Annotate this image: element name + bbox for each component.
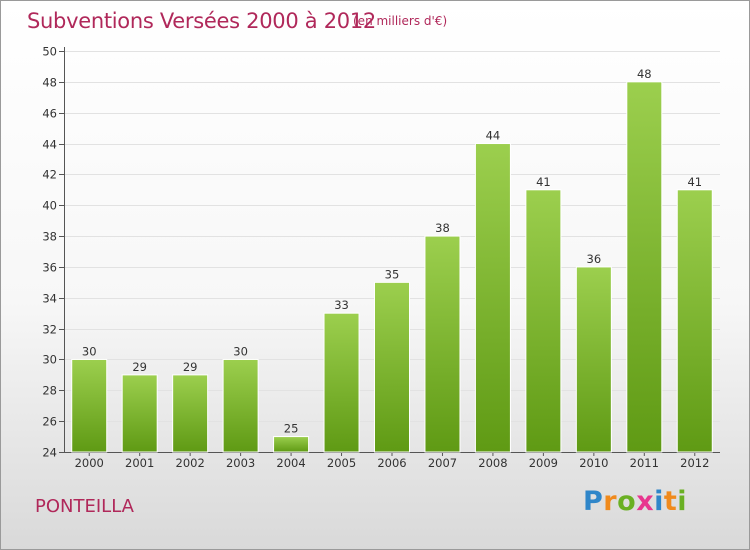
x-tick-label-2009: 2009 (529, 456, 558, 470)
chart-title: Subventions Versées 2000 à 2012 (27, 9, 376, 33)
x-tick-label-2008: 2008 (478, 456, 507, 470)
bar-2012 (676, 189, 713, 453)
value-label-2001: 29 (132, 360, 147, 374)
y-tick-label: 48 (42, 76, 57, 90)
logo-letter: r (603, 486, 618, 517)
logo-letter: x (636, 486, 655, 517)
value-label-2011: 48 (637, 67, 652, 81)
bar-2002 (172, 374, 209, 453)
y-tick-label: 36 (42, 261, 57, 275)
x-tick-label-2002: 2002 (176, 456, 205, 470)
y-tick-label: 26 (42, 415, 57, 429)
y-tick-label: 46 (42, 107, 57, 121)
value-label-2007: 38 (435, 221, 450, 235)
bar-2009 (525, 189, 562, 453)
value-label-2010: 36 (587, 252, 602, 266)
x-tick-label-2005: 2005 (327, 456, 356, 470)
chart-subtitle: (en milliers d'€) (353, 14, 448, 28)
y-tick-label: 50 (42, 45, 57, 59)
commune-name: PONTEILLA (35, 496, 134, 517)
bar-2006 (374, 281, 410, 453)
labels: 24 26 28 30 32 34 36 38 40 42 44 46 48 50 30 2000 29 2001… (42, 45, 709, 471)
y-tick-label: 38 (42, 230, 57, 244)
value-label-2008: 44 (486, 129, 501, 143)
x-tick-label-2010: 2010 (579, 456, 608, 470)
value-label-2000: 30 (82, 344, 97, 358)
value-label-2003: 30 (233, 344, 248, 358)
bar-2011 (626, 81, 663, 453)
bar-2010 (575, 266, 612, 453)
bar-2005 (323, 312, 360, 453)
y-tick-label: 28 (42, 384, 57, 398)
x-tick-label-2000: 2000 (75, 456, 104, 470)
y-tick-label: 30 (42, 353, 57, 367)
y-tick-label: 40 (42, 199, 57, 213)
proxiti-logo: Proxiti (583, 486, 687, 517)
value-label-2012: 41 (687, 175, 702, 189)
x-tick-label-2006: 2006 (377, 456, 406, 470)
logo-letter: o (617, 486, 637, 517)
y-tick-label: 42 (42, 168, 57, 182)
y-tick-label: 34 (42, 292, 57, 306)
x-tick-label-2001: 2001 (125, 456, 154, 470)
bar-2008 (474, 143, 511, 453)
x-tick-label-2012: 2012 (680, 456, 709, 470)
value-label-2004: 25 (284, 422, 299, 436)
y-tick-label: 44 (42, 138, 57, 152)
value-label-2002: 29 (183, 360, 198, 374)
logo-letter: i (654, 486, 664, 517)
x-tick-label-2004: 2004 (276, 456, 305, 470)
logo-letter: i (677, 486, 688, 517)
x-tick-label-2007: 2007 (428, 456, 457, 470)
y-tick-label: 32 (42, 323, 57, 337)
value-label-2006: 35 (385, 267, 400, 281)
x-tick-label-2011: 2011 (630, 456, 659, 470)
bar-2007 (424, 235, 461, 453)
bar-2000 (71, 358, 108, 453)
bar-2004 (273, 436, 310, 453)
bars (71, 81, 713, 453)
x-tick-label-2003: 2003 (226, 456, 255, 470)
y-tick-label: 24 (42, 446, 57, 460)
value-label-2009: 41 (536, 175, 551, 189)
logo-letter: t (663, 486, 678, 517)
bar-2003 (222, 358, 259, 453)
logo-letter: P (583, 486, 604, 517)
value-label-2005: 33 (334, 298, 349, 312)
bar-2001 (121, 374, 158, 453)
